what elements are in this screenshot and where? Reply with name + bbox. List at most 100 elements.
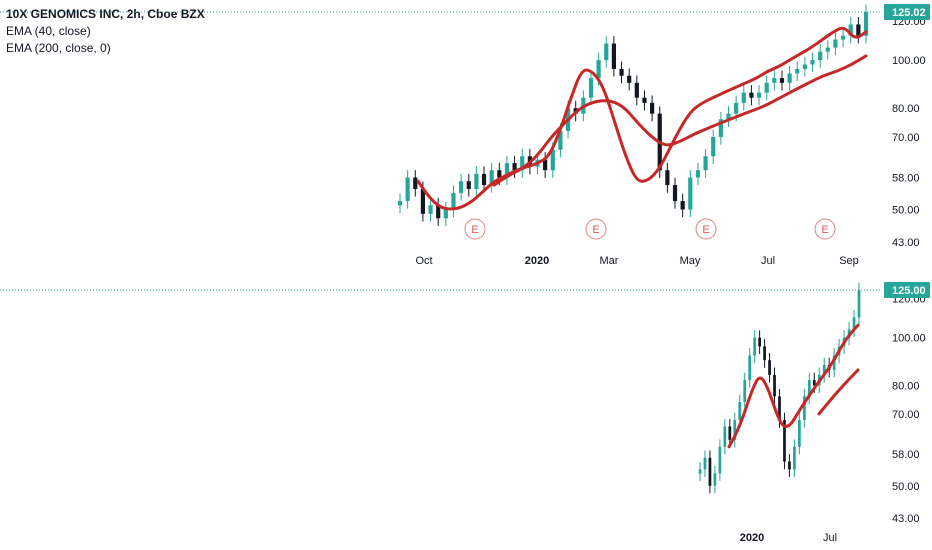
x-tick-label: May: [680, 255, 701, 267]
last-price-tag: 125.02: [884, 4, 930, 20]
candle-body: [778, 396, 781, 421]
y-tick-label: 43.00: [892, 513, 920, 525]
candle-body: [596, 60, 601, 79]
price-tag-bg: [884, 282, 930, 298]
earnings-marker: E: [695, 218, 717, 240]
candle-body: [703, 457, 707, 470]
candle-body: [688, 177, 693, 210]
candle-body: [733, 420, 737, 440]
candle-body: [802, 64, 807, 69]
top-panel: 43.0050.0058.0070.0080.00100.00120.00125…: [0, 4, 930, 267]
y-tick-label: 43.00: [892, 237, 920, 249]
candle-body: [504, 163, 510, 178]
candle-body: [758, 337, 761, 347]
x-tick-label: Oct: [415, 255, 432, 267]
candle-body: [822, 364, 826, 375]
chart-legend: 10X GENOMICS INC, 2h, Cboe BZX EMA (40, …: [6, 6, 205, 57]
candle-body: [779, 78, 785, 83]
candle-body: [405, 177, 410, 202]
candle-body: [852, 317, 856, 330]
candle-body: [588, 78, 594, 98]
candle-body: [738, 402, 742, 421]
price-tag-label: 125.02: [892, 7, 926, 19]
candle-body: [772, 78, 777, 83]
earnings-circle: [464, 218, 486, 240]
bottom-panel: 43.0050.0058.0070.0080.00100.00120.00125…: [0, 282, 930, 544]
y-tick-label: 100.00: [892, 333, 926, 345]
candle-body: [741, 92, 746, 103]
ema200-line: [817, 368, 860, 416]
candle-body: [734, 102, 739, 114]
ema40-line: [727, 323, 860, 449]
candle-body: [413, 177, 418, 189]
candle-body: [436, 205, 441, 219]
candle-body: [619, 68, 624, 76]
candle-body: [718, 119, 723, 137]
candle-body: [787, 73, 792, 83]
candle-body: [783, 420, 786, 462]
candle-body: [703, 156, 708, 171]
candle-body: [698, 469, 702, 474]
candle-body: [665, 170, 670, 186]
candle-body: [863, 12, 869, 36]
candle-body: [773, 374, 776, 397]
candle-body: [627, 75, 632, 83]
candle-body: [558, 130, 563, 150]
candle-body: [718, 446, 722, 474]
candle-body: [451, 192, 456, 210]
x-tick-label: Jul: [761, 255, 775, 267]
earnings-label: E: [702, 224, 709, 236]
earnings-label: E: [821, 224, 828, 236]
candle-body: [764, 82, 769, 93]
candle-body: [543, 159, 548, 171]
candle-body: [763, 346, 766, 361]
earnings-marker: E: [585, 218, 607, 240]
candle-body: [649, 102, 655, 114]
candle-body: [459, 181, 464, 193]
earnings-marker: E: [464, 218, 486, 240]
candle-body: [856, 24, 861, 36]
earnings-circle: [695, 218, 717, 240]
y-tick-label: 80.00: [892, 103, 920, 115]
candle-body: [848, 24, 853, 36]
candle-body: [642, 97, 647, 103]
symbol-title: 10X GENOMICS INC, 2h, Cboe BZX: [6, 7, 205, 21]
candle-body: [695, 170, 701, 178]
candle-body: [512, 163, 517, 171]
candle-body: [489, 170, 494, 186]
candle-body: [798, 420, 801, 447]
y-tick-label: 58.00: [892, 173, 920, 185]
x-tick-label: 2020: [740, 532, 764, 544]
candle-body: [428, 205, 433, 214]
candle-body: [604, 43, 609, 61]
candle-body: [711, 136, 716, 157]
candle-body: [857, 290, 861, 318]
candle-body: [743, 380, 747, 403]
candle-body: [768, 360, 771, 375]
ema40-line: [416, 26, 868, 211]
candle-body: [466, 181, 471, 189]
candle-body: [802, 396, 806, 421]
candle-body: [832, 355, 836, 370]
candle-body: [443, 209, 448, 219]
y-tick-label: 70.00: [892, 409, 920, 421]
y-tick-label: 58.00: [892, 449, 920, 461]
candle-body: [672, 185, 678, 202]
candle-body: [788, 461, 791, 470]
candle-body: [634, 82, 639, 98]
candle-body: [749, 92, 754, 98]
y-tick-label: 70.00: [892, 132, 920, 144]
candle-body: [708, 457, 712, 486]
ema200-legend: EMA (200, close, 0): [6, 41, 111, 55]
earnings-label: E: [471, 224, 478, 236]
candle-body: [793, 446, 796, 470]
price-tag-bg: [884, 4, 930, 20]
y-tick-label: 80.00: [892, 380, 920, 392]
candle-body: [680, 201, 685, 210]
candle-body: [833, 39, 838, 48]
x-tick-label: Sep: [839, 255, 859, 267]
earnings-circle: [814, 218, 836, 240]
candle-body: [713, 473, 717, 486]
candle-body: [807, 380, 811, 397]
